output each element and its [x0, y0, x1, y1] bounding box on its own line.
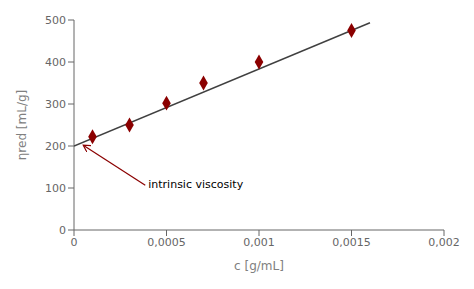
svg-text:0,001: 0,001: [243, 236, 275, 249]
svg-text:intrinsic viscosity: intrinsic viscosity: [148, 178, 243, 191]
svg-text:0: 0: [59, 224, 66, 237]
svg-text:400: 400: [45, 56, 66, 69]
svg-text:300: 300: [45, 98, 66, 111]
svg-text:ηred [mL/g]: ηred [mL/g]: [15, 90, 29, 161]
svg-text:c [g/mL]: c [g/mL]: [234, 259, 284, 273]
svg-text:500: 500: [45, 14, 66, 27]
svg-text:200: 200: [45, 140, 66, 153]
svg-text:0,0005: 0,0005: [147, 236, 186, 249]
svg-text:0: 0: [71, 236, 78, 249]
svg-text:100: 100: [45, 182, 66, 195]
svg-text:0,0015: 0,0015: [332, 236, 371, 249]
svg-text:0,002: 0,002: [428, 236, 460, 249]
